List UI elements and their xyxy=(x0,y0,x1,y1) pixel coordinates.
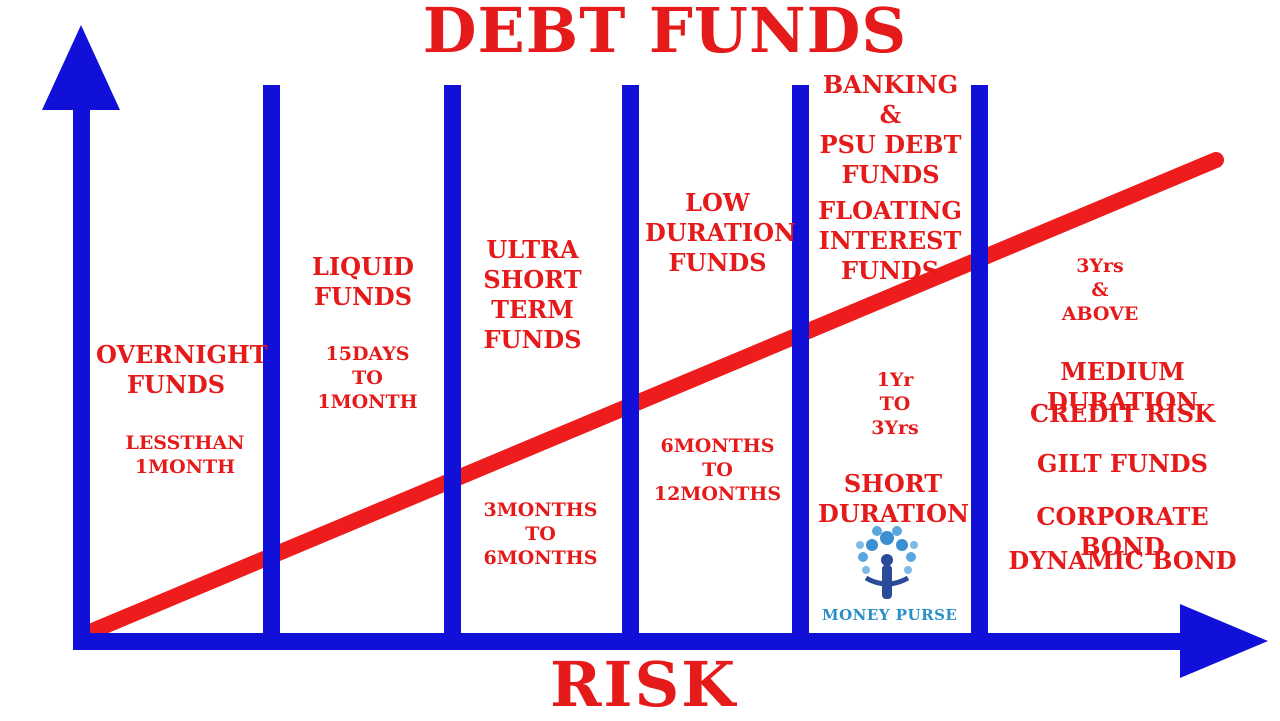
x-axis-line xyxy=(73,633,1203,650)
short-duration-range-label: 1Yr TO 3Yrs xyxy=(871,369,919,439)
y-axis-arrowhead xyxy=(42,25,120,110)
ultra-short-duration-label: 3MONTHS TO 6MONTHS xyxy=(483,499,598,569)
low-duration-funds-label: LOW DURATION FUNDS xyxy=(645,188,796,277)
banking-psu-debt-funds-label: BANKING & PSU DEBT FUNDS xyxy=(819,70,962,189)
floating-interest-funds-label: FLOATING INTEREST FUNDS xyxy=(818,196,962,285)
long-duration-range-label: 3Yrs & ABOVE xyxy=(1061,255,1139,325)
diagram-title: DEBT FUNDS xyxy=(422,0,908,67)
medium-duration-label: MEDIUM DURATION xyxy=(1047,357,1198,416)
liquid-duration-label: 15DAYS TO 1MONTH xyxy=(317,343,418,413)
gilt-funds-label: GILT FUNDS xyxy=(1037,449,1208,478)
tree-person-logo-icon xyxy=(856,526,918,599)
credit-risk-label: CREDIT RISK xyxy=(1030,399,1215,428)
x-axis-label: RISK xyxy=(550,648,738,721)
dynamic-bond-label: DYNAMIC BOND xyxy=(1008,546,1237,575)
overnight-duration-label: LESSTHAN 1MONTH xyxy=(125,432,245,478)
liquid-funds-label: LIQUID FUNDS xyxy=(312,252,414,311)
divider-4 xyxy=(792,85,809,635)
short-duration-funds-label: SHORT DURATION xyxy=(818,469,969,528)
divider-2 xyxy=(444,85,461,635)
x-axis-arrowhead xyxy=(1180,604,1268,678)
y-axis-line xyxy=(73,95,90,650)
overnight-funds-label: OVERNIGHT FUNDS xyxy=(96,340,268,399)
ultra-short-term-funds-label: ULTRA SHORT TERM FUNDS xyxy=(483,235,582,354)
divider-3 xyxy=(622,85,639,635)
divider-1 xyxy=(263,85,280,635)
low-duration-duration-label: 6MONTHS TO 12MONTHS xyxy=(653,435,782,505)
corporate-bond-label: CORPORATE BOND xyxy=(1036,502,1209,561)
brand-name: MONEY PURSE xyxy=(822,606,958,624)
divider-5 xyxy=(971,85,988,635)
